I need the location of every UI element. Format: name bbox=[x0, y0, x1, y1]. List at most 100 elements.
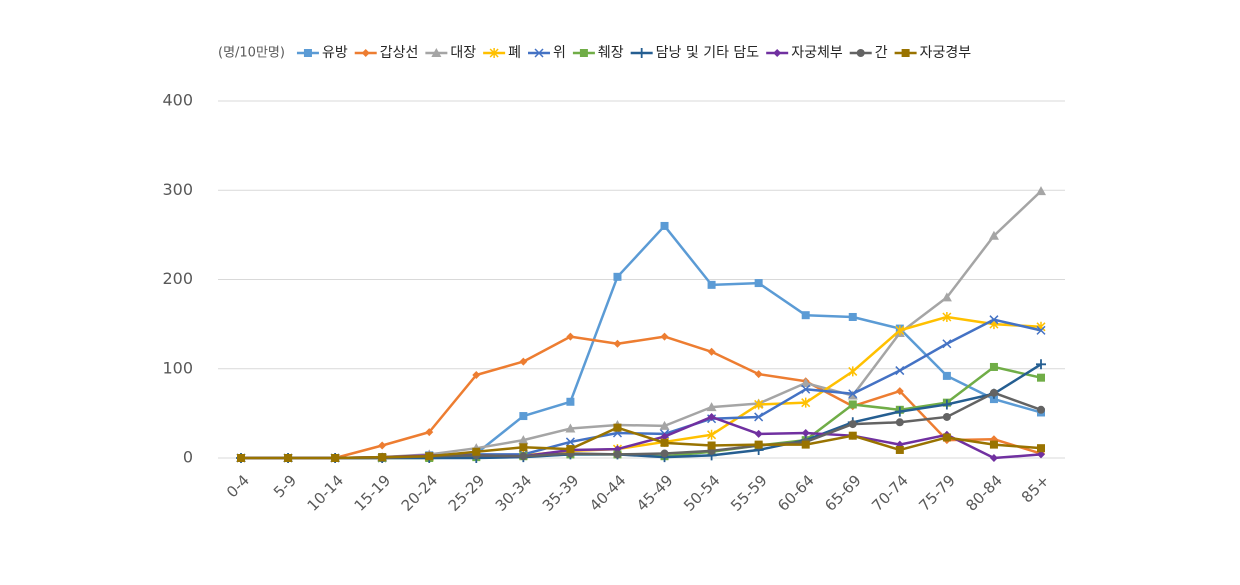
marker bbox=[519, 443, 528, 452]
marker bbox=[942, 433, 951, 442]
marker bbox=[518, 435, 529, 445]
marker bbox=[754, 440, 763, 449]
marker bbox=[303, 49, 312, 57]
legend-item: 췌장 bbox=[572, 45, 624, 61]
marker bbox=[1036, 325, 1046, 335]
series bbox=[236, 359, 1046, 463]
marker bbox=[895, 387, 904, 396]
y-unit: (명/10만명) bbox=[218, 46, 285, 61]
marker bbox=[425, 452, 434, 461]
marker bbox=[613, 423, 622, 432]
marker bbox=[613, 339, 622, 348]
x-tick-label: 55-59 bbox=[727, 471, 771, 515]
series bbox=[237, 362, 1045, 462]
legend-label: 자궁경부 bbox=[920, 45, 972, 61]
marker bbox=[636, 48, 647, 58]
marker bbox=[519, 412, 528, 421]
marker bbox=[754, 279, 763, 288]
x-tick-label: 5-9 bbox=[270, 471, 300, 501]
marker bbox=[895, 445, 904, 454]
marker bbox=[472, 447, 481, 456]
series-line bbox=[241, 315, 1042, 460]
marker bbox=[707, 412, 716, 421]
marker bbox=[425, 428, 434, 437]
legend-label: 유방 bbox=[322, 45, 348, 61]
marker bbox=[895, 418, 904, 427]
marker bbox=[660, 438, 669, 447]
series-line bbox=[241, 224, 1042, 460]
legend-item: 대장 bbox=[425, 45, 476, 61]
marker bbox=[1036, 186, 1046, 196]
marker bbox=[1037, 405, 1045, 414]
legend-item: 폐 bbox=[483, 45, 521, 61]
y-tick-label: 200 bbox=[162, 269, 193, 288]
marker bbox=[534, 48, 544, 58]
legend-item: 유방 bbox=[296, 45, 348, 61]
marker bbox=[942, 311, 952, 322]
marker bbox=[566, 397, 575, 406]
marker bbox=[660, 432, 669, 441]
legend-item: 자궁체부 bbox=[766, 45, 843, 61]
marker bbox=[848, 312, 857, 321]
marker bbox=[848, 400, 857, 409]
x-tick-label: 45-49 bbox=[633, 471, 677, 515]
x-tick-label: 15-19 bbox=[351, 471, 395, 515]
marker bbox=[1037, 444, 1045, 453]
x-tick-label: 40-44 bbox=[586, 471, 630, 515]
y-tick-label: 400 bbox=[162, 91, 193, 110]
marker bbox=[472, 370, 481, 379]
marker bbox=[660, 449, 669, 458]
marker bbox=[801, 311, 810, 320]
marker bbox=[378, 441, 387, 450]
marker bbox=[989, 315, 999, 325]
marker bbox=[801, 384, 811, 394]
marker bbox=[773, 49, 782, 57]
marker bbox=[941, 399, 952, 410]
marker bbox=[519, 452, 528, 461]
marker bbox=[989, 395, 998, 404]
x-tick-label: 25-29 bbox=[445, 471, 489, 515]
legend-label: 대장 bbox=[450, 45, 476, 61]
marker bbox=[1036, 359, 1046, 370]
x-tick-label: 20-24 bbox=[398, 471, 442, 515]
marker bbox=[660, 332, 669, 341]
marker bbox=[800, 378, 811, 388]
marker bbox=[942, 371, 951, 380]
legend-item: 자궁경부 bbox=[894, 45, 972, 61]
x-tick-label: 30-34 bbox=[492, 471, 536, 515]
y-tick-label: 300 bbox=[162, 180, 193, 199]
marker bbox=[431, 48, 442, 57]
marker bbox=[754, 429, 763, 438]
marker bbox=[566, 445, 575, 454]
x-tick-label: 75-79 bbox=[915, 471, 959, 515]
marker bbox=[706, 402, 717, 412]
marker bbox=[894, 406, 905, 417]
x-tick-label: 85+ bbox=[1018, 471, 1053, 506]
x-tick-label: 10-14 bbox=[304, 471, 348, 515]
marker bbox=[754, 399, 764, 410]
marker bbox=[613, 272, 622, 281]
marker bbox=[989, 388, 998, 397]
marker bbox=[754, 412, 764, 422]
legend-label: 위 bbox=[553, 45, 566, 61]
marker bbox=[901, 49, 910, 57]
marker bbox=[801, 440, 810, 449]
marker bbox=[848, 366, 858, 377]
marker bbox=[941, 292, 952, 302]
marker bbox=[489, 48, 499, 58]
legend-label: 간 bbox=[875, 45, 888, 61]
x-tick-label: 0-4 bbox=[223, 471, 253, 501]
legend-item: 간 bbox=[849, 45, 888, 61]
marker bbox=[361, 49, 370, 57]
legend-item: 위 bbox=[528, 45, 566, 61]
x-tick-label: 65-69 bbox=[821, 471, 865, 515]
marker bbox=[895, 325, 905, 336]
legend-item: 갑상선 bbox=[354, 45, 418, 61]
legend-label: 폐 bbox=[508, 45, 521, 61]
marker bbox=[1037, 450, 1045, 459]
marker bbox=[989, 362, 998, 371]
series-line bbox=[241, 335, 1042, 460]
marker bbox=[1037, 373, 1045, 382]
x-tick-label: 80-84 bbox=[962, 471, 1006, 515]
